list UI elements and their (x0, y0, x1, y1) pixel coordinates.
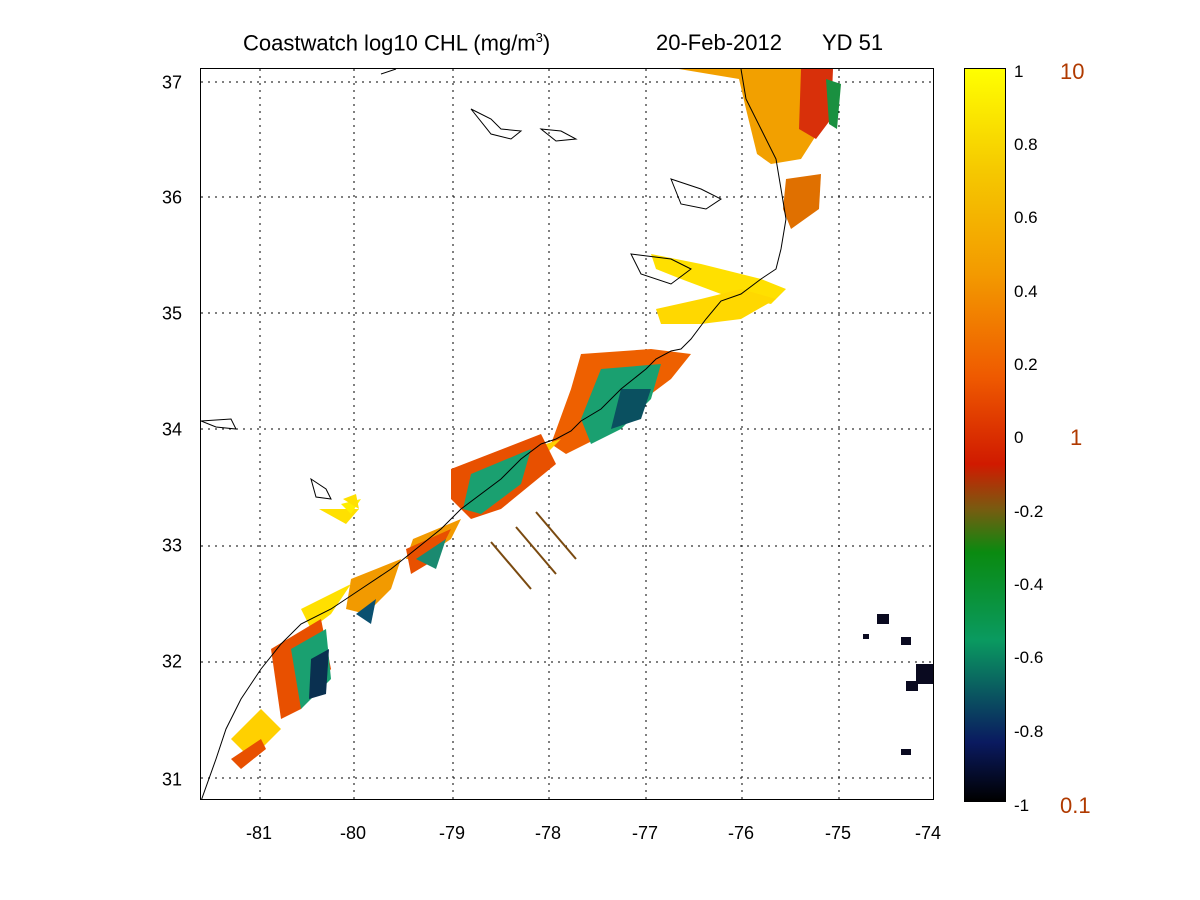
chlorophyll-map (200, 68, 934, 800)
colorbar (964, 68, 1006, 802)
colorbar-tick: -0.2 (1014, 502, 1044, 521)
x-tick: -75 (824, 823, 852, 843)
x-tick: -77 (631, 823, 659, 843)
chlorophyll-layer (231, 69, 841, 769)
colorbar-tick: 0.8 (1014, 135, 1038, 154)
colorbar-tick: 0.2 (1014, 355, 1038, 374)
colorbar-tick: -0.4 (1014, 575, 1044, 594)
y-tick: 37 (162, 72, 183, 93)
title-yearday: YD 51 (822, 30, 884, 55)
colorbar-tick: -0.6 (1014, 648, 1044, 667)
x-tick: -74 (914, 823, 942, 843)
y-tick: 33 (162, 535, 183, 556)
y-tick: 35 (162, 303, 183, 324)
colorbar-tick: 0.4 (1014, 282, 1038, 301)
grid-lines (201, 69, 933, 799)
x-tick: -76 (727, 823, 755, 843)
colorbar-tick: 0 (1014, 428, 1024, 447)
colorbar-tick: 0.6 (1014, 208, 1038, 227)
colorbar-linear-label: 0.1 (1060, 793, 1091, 818)
colorbar-tick: 1 (1014, 62, 1024, 81)
colorbar-tick: -0.8 (1014, 722, 1044, 741)
x-tick: -78 (534, 823, 562, 843)
offshore-patches (863, 614, 933, 755)
title-suffix: ) (542, 30, 551, 56)
title-date: 20-Feb-2012 (656, 30, 782, 55)
y-tick: 31 (162, 769, 183, 790)
transect-lines (490, 511, 577, 590)
y-tick: 36 (162, 187, 183, 208)
title-main: Coastwatch log10 CHL (mg/m (243, 30, 536, 56)
title-sup: 3 (535, 30, 543, 45)
colorbar-linear-label: 10 (1060, 59, 1085, 84)
plot-title: Coastwatch log10 CHL (mg/m3) (243, 30, 550, 56)
map-graphic (201, 69, 933, 799)
y-tick: 34 (162, 419, 183, 440)
x-tick: -80 (339, 823, 367, 843)
colorbar-tick: -1 (1014, 796, 1030, 815)
x-tick: -79 (438, 823, 466, 843)
colorbar-linear-label: 1 (1070, 425, 1083, 450)
coastline (201, 69, 787, 799)
y-tick: 32 (162, 651, 183, 672)
x-tick: -81 (245, 823, 273, 843)
